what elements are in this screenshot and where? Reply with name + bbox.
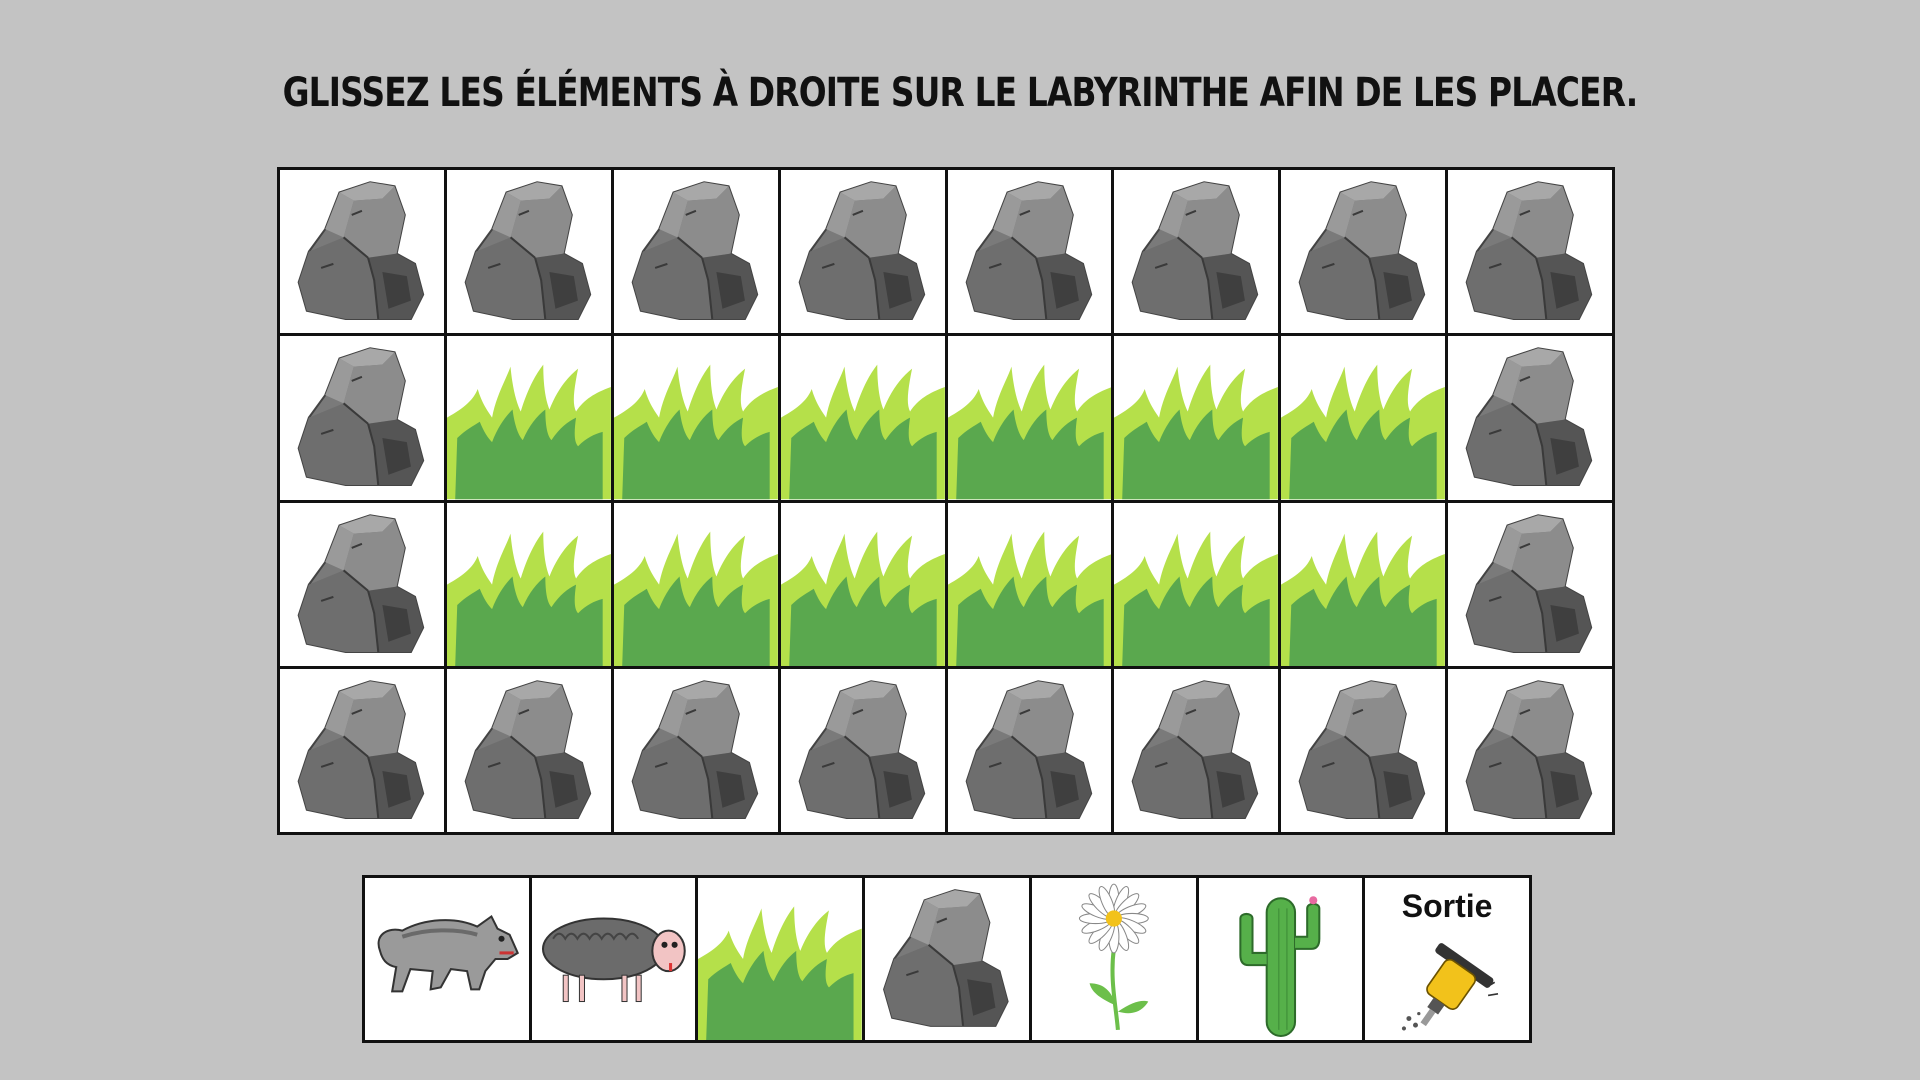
palette-item-flower[interactable] — [1031, 878, 1196, 1040]
maze-cell-r4-c6-rock[interactable] — [1114, 668, 1279, 832]
palette-item-cactus[interactable] — [1198, 878, 1363, 1040]
maze-cell-r1-c1-rock[interactable] — [280, 170, 444, 334]
maze-cell-r4-c8-rock[interactable] — [1448, 668, 1612, 832]
maze-cell-r2-c5-grass[interactable] — [947, 336, 1112, 500]
maze-cell-r4-c4-rock[interactable] — [780, 668, 945, 832]
maze-cell-r3-c3-grass[interactable] — [613, 502, 778, 666]
maze-cell-r2-c4-grass[interactable] — [780, 336, 945, 500]
instruction-title: Glissez les éléments à droite sur le lab… — [282, 70, 1639, 116]
maze-cell-r2-c3-grass[interactable] — [613, 336, 778, 500]
maze-cell-r1-c8-rock[interactable] — [1448, 170, 1612, 334]
palette-item-wolf[interactable] — [365, 878, 529, 1040]
element-palette: Sortie — [362, 875, 1532, 1043]
maze-cell-r3-c4-grass[interactable] — [780, 502, 945, 666]
maze-cell-r4-c3-rock[interactable] — [613, 668, 778, 832]
maze-cell-r4-c7-rock[interactable] — [1281, 668, 1446, 832]
maze-cell-r1-c3-rock[interactable] — [613, 170, 778, 334]
maze-cell-r2-c6-grass[interactable] — [1114, 336, 1279, 500]
maze-cell-r3-c1-rock[interactable] — [280, 502, 444, 666]
exit-label: Sortie — [1401, 888, 1493, 924]
maze-cell-r3-c8-rock[interactable] — [1448, 502, 1612, 666]
maze-cell-r1-c7-rock[interactable] — [1281, 170, 1446, 334]
maze-cell-r4-c2-rock[interactable] — [446, 668, 611, 832]
maze-cell-r2-c7-grass[interactable] — [1281, 336, 1446, 500]
maze-board — [277, 167, 1615, 835]
maze-cell-r1-c5-rock[interactable] — [947, 170, 1112, 334]
palette-item-sheep[interactable] — [531, 878, 696, 1040]
maze-cell-r3-c6-grass[interactable] — [1114, 502, 1279, 666]
palette-item-exit[interactable]: Sortie — [1365, 878, 1529, 1040]
maze-cell-r3-c2-grass[interactable] — [446, 502, 611, 666]
palette-item-grass[interactable] — [698, 878, 863, 1040]
maze-cell-r3-c5-grass[interactable] — [947, 502, 1112, 666]
maze-cell-r4-c5-rock[interactable] — [947, 668, 1112, 832]
maze-cell-r1-c6-rock[interactable] — [1114, 170, 1279, 334]
maze-cell-r3-c7-grass[interactable] — [1281, 502, 1446, 666]
maze-cell-r1-c4-rock[interactable] — [780, 170, 945, 334]
maze-cell-r2-c2-grass[interactable] — [446, 336, 611, 500]
maze-cell-r2-c8-rock[interactable] — [1448, 336, 1612, 500]
maze-cell-r4-c1-rock[interactable] — [280, 668, 444, 832]
maze-cell-r1-c2-rock[interactable] — [446, 170, 611, 334]
maze-cell-r2-c1-rock[interactable] — [280, 336, 444, 500]
palette-item-rock[interactable] — [865, 878, 1029, 1040]
